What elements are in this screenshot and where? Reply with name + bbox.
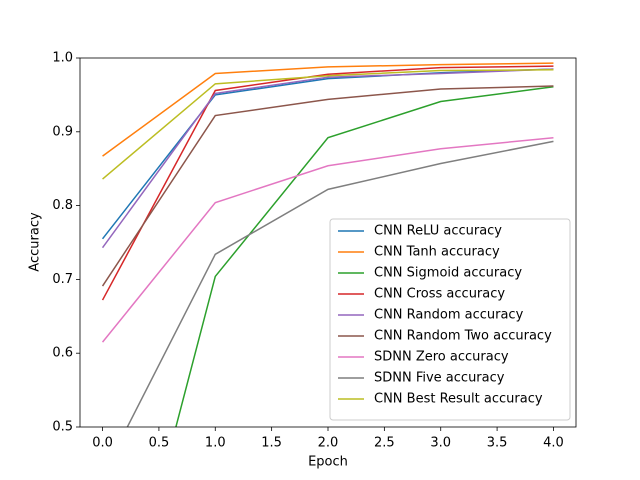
y-tick-label: 0.8 xyxy=(52,198,73,213)
legend-label: CNN Cross accuracy xyxy=(374,287,505,302)
legend-label: CNN Sigmoid accuracy xyxy=(374,266,522,281)
y-axis-label: Accuracy xyxy=(28,212,43,272)
x-tick-label: 0.0 xyxy=(92,436,113,451)
y-tick-label: 0.5 xyxy=(52,420,73,435)
x-tick-label: 3.0 xyxy=(430,436,451,451)
legend-label: CNN Random Two accuracy xyxy=(374,329,552,344)
legend-label: SDNN Zero accuracy xyxy=(374,350,509,365)
y-tick-label: 0.9 xyxy=(52,124,73,139)
data-line xyxy=(175,86,554,427)
data-line xyxy=(101,65,554,301)
data-line xyxy=(102,69,554,180)
data-line xyxy=(101,68,554,249)
axes-frame xyxy=(79,57,577,428)
plot-area xyxy=(101,62,554,427)
x-tick-label: 1.0 xyxy=(205,436,226,451)
data-line xyxy=(126,140,554,427)
x-tick-label: 3.5 xyxy=(487,436,508,451)
y-tick-label: 0.7 xyxy=(52,272,73,287)
legend-label: CNN ReLU accuracy xyxy=(374,224,502,239)
data-line xyxy=(101,85,554,287)
legend-label: CNN Random accuracy xyxy=(374,308,524,323)
legend: CNN ReLU accuracy CNN Tanh accuracy CNN Si… xyxy=(329,218,571,421)
data-line xyxy=(102,62,554,157)
legend-label: CNN Tanh accuracy xyxy=(374,245,500,260)
legend-label: CNN Best Result accuracy xyxy=(374,392,543,407)
x-tick-label: 2.5 xyxy=(374,436,395,451)
legend-box xyxy=(329,218,571,421)
x-tick-label: 4.0 xyxy=(543,436,564,451)
data-line xyxy=(101,136,554,343)
x-tick-label: 2.0 xyxy=(318,436,339,451)
y-tick-label: 0.6 xyxy=(52,346,73,361)
x-tick-label: 0.5 xyxy=(149,436,170,451)
x-tick-label: 1.5 xyxy=(261,436,282,451)
x-axis-label: Epoch xyxy=(308,455,348,470)
y-tick-label: 1.0 xyxy=(52,51,73,66)
legend-label: SDNN Five accuracy xyxy=(374,371,505,386)
